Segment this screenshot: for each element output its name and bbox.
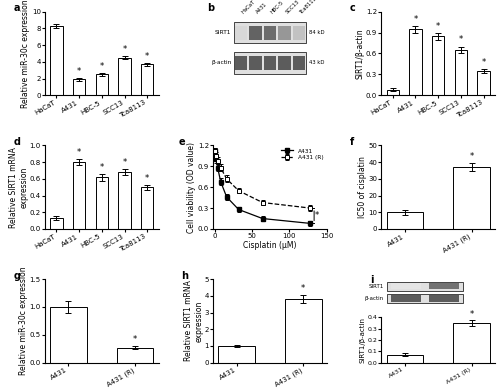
- Bar: [264, 26, 276, 39]
- Bar: [141, 187, 154, 229]
- Bar: [409, 29, 422, 95]
- Bar: [278, 56, 290, 70]
- Bar: [293, 56, 305, 70]
- Bar: [478, 71, 490, 95]
- Text: h: h: [182, 271, 188, 281]
- Bar: [285, 299, 322, 363]
- Text: β-actin: β-actin: [364, 296, 384, 301]
- Bar: [234, 52, 306, 74]
- Y-axis label: Relative SIRT1 mRNA
expression: Relative SIRT1 mRNA expression: [9, 147, 28, 228]
- Bar: [391, 295, 422, 302]
- Bar: [454, 50, 467, 95]
- Bar: [387, 294, 463, 303]
- Text: *: *: [77, 148, 81, 157]
- Text: *: *: [459, 35, 463, 44]
- Bar: [73, 80, 86, 95]
- Text: c: c: [350, 4, 356, 13]
- Bar: [278, 26, 290, 39]
- Bar: [235, 26, 247, 39]
- Legend: A431, A431 (R): A431, A431 (R): [280, 148, 324, 160]
- Bar: [141, 64, 154, 95]
- Y-axis label: Relative miR-30c expression: Relative miR-30c expression: [19, 267, 28, 375]
- Text: 84 kD: 84 kD: [308, 30, 324, 35]
- Text: *: *: [470, 310, 474, 319]
- Bar: [429, 283, 460, 289]
- Text: i: i: [370, 275, 374, 285]
- Text: *: *: [133, 335, 138, 344]
- Text: a: a: [13, 4, 20, 13]
- Text: SIRT1: SIRT1: [215, 30, 232, 35]
- Bar: [386, 212, 423, 229]
- Text: *: *: [100, 163, 104, 172]
- Bar: [118, 58, 131, 95]
- Text: g: g: [13, 271, 20, 281]
- Text: *: *: [414, 14, 418, 23]
- Bar: [250, 56, 262, 70]
- Bar: [96, 74, 108, 95]
- Bar: [234, 22, 306, 43]
- Bar: [50, 218, 62, 229]
- Bar: [391, 283, 422, 289]
- Bar: [387, 282, 463, 291]
- Bar: [429, 295, 460, 302]
- Y-axis label: Relative miR-30c expression: Relative miR-30c expression: [22, 0, 30, 108]
- Text: SCC13: SCC13: [284, 0, 300, 15]
- Bar: [50, 307, 87, 363]
- Bar: [50, 26, 62, 95]
- Bar: [453, 323, 490, 363]
- Bar: [432, 36, 444, 95]
- Text: β-actin: β-actin: [211, 60, 232, 65]
- Text: *: *: [301, 284, 306, 293]
- Bar: [96, 177, 108, 229]
- Bar: [118, 172, 131, 229]
- Bar: [293, 26, 305, 39]
- X-axis label: Cisplatin (μM): Cisplatin (μM): [243, 241, 297, 250]
- Text: HBC-5: HBC-5: [270, 0, 285, 15]
- Text: A431: A431: [256, 2, 268, 15]
- Text: *: *: [100, 62, 104, 71]
- Text: *: *: [77, 67, 81, 76]
- Bar: [386, 90, 399, 95]
- Y-axis label: IC50 of cisplatin: IC50 of cisplatin: [358, 156, 367, 218]
- Y-axis label: SIRT1/β-actin: SIRT1/β-actin: [360, 317, 366, 363]
- Text: *: *: [145, 51, 150, 60]
- Text: *: *: [145, 174, 150, 183]
- Text: *: *: [315, 211, 319, 220]
- Text: Tca8113: Tca8113: [299, 0, 318, 15]
- Text: *: *: [122, 158, 126, 167]
- Text: d: d: [13, 137, 20, 147]
- Bar: [250, 26, 262, 39]
- Text: 43 kD: 43 kD: [308, 60, 324, 65]
- Text: *: *: [436, 21, 440, 30]
- Text: f: f: [350, 137, 354, 147]
- Y-axis label: Cell viability (OD value): Cell viability (OD value): [188, 142, 196, 233]
- Bar: [218, 346, 255, 363]
- Text: HaCaT: HaCaT: [241, 0, 256, 15]
- Text: SIRT1: SIRT1: [368, 284, 384, 289]
- Text: e: e: [179, 137, 186, 147]
- Bar: [386, 355, 423, 363]
- Bar: [453, 167, 490, 229]
- Text: *: *: [470, 152, 474, 161]
- Text: *: *: [122, 45, 126, 54]
- Text: b: b: [208, 4, 214, 13]
- Bar: [73, 162, 86, 229]
- Y-axis label: SIRT1/β-actin: SIRT1/β-actin: [356, 28, 364, 79]
- Bar: [235, 56, 247, 70]
- Bar: [264, 56, 276, 70]
- Text: *: *: [482, 58, 486, 67]
- Y-axis label: Relative SIRT1 mRNA
expression: Relative SIRT1 mRNA expression: [184, 280, 203, 362]
- Bar: [117, 347, 154, 363]
